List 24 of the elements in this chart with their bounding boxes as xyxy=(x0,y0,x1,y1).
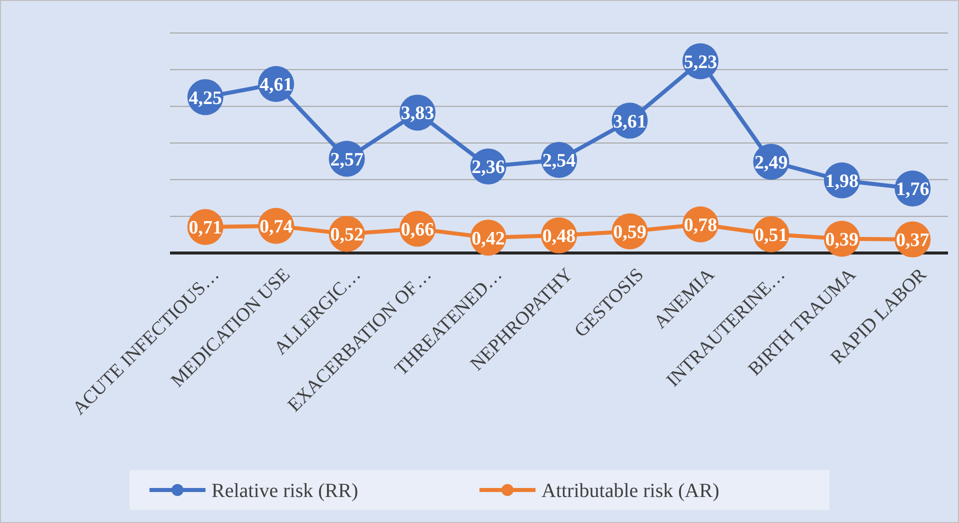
legend-label: Relative risk (RR) xyxy=(212,480,358,502)
legend-label: Attributable risk (AR) xyxy=(542,480,720,502)
data-label: 0,51 xyxy=(754,224,788,246)
data-label: 0,74 xyxy=(259,216,294,238)
data-label: 0,39 xyxy=(825,229,859,250)
data-label: 0,78 xyxy=(684,215,718,236)
data-label: 0,48 xyxy=(542,226,576,248)
data-label: 3,61 xyxy=(613,111,646,132)
data-label: 2,57 xyxy=(330,149,364,170)
data-label: 0,52 xyxy=(330,224,364,246)
data-label: 2,54 xyxy=(542,150,576,172)
data-label: 0,59 xyxy=(613,222,646,244)
data-label: 4,61 xyxy=(259,74,293,96)
data-label: 3,83 xyxy=(400,103,434,124)
data-label: 2,36 xyxy=(472,157,505,178)
data-label: 1,76 xyxy=(896,179,930,200)
data-label: 0,71 xyxy=(188,218,222,239)
data-label: 4,25 xyxy=(188,88,222,109)
data-label: 5,23 xyxy=(684,52,718,73)
data-label: 2,49 xyxy=(754,152,788,174)
data-label: 0,42 xyxy=(472,228,505,250)
data-label: 0,66 xyxy=(400,219,434,240)
data-label: 1,98 xyxy=(825,171,859,192)
data-label: 0,37 xyxy=(896,230,930,252)
